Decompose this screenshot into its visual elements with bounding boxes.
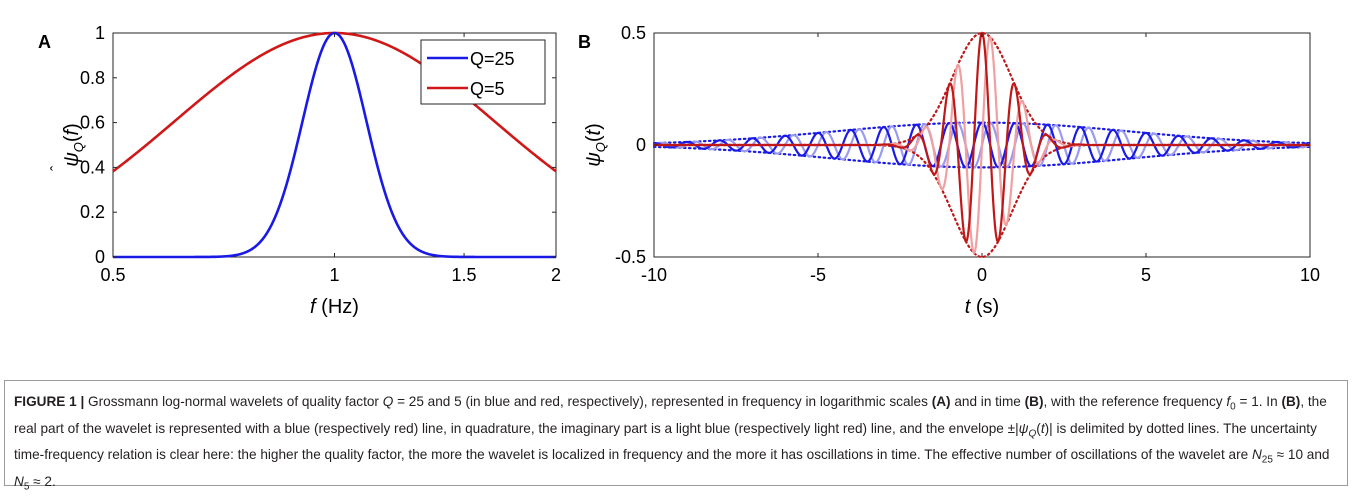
caption-segment: 0	[1230, 401, 1236, 413]
y-axis-label-b: ψQ(t)	[583, 123, 608, 167]
panel-a-ticks: 0.5 1 1.5 2 0 0.2 0.4 0.6 0.8 1	[80, 23, 561, 285]
caption-segment: N	[1251, 447, 1262, 463]
figure-canvas: A 0.5 1 1.5 2 0 0.2 0.4 0.6 0.8 1 Q=25 Q=5 f (Hz)…	[38, 23, 1320, 318]
x-axis-label-a: f (Hz)	[310, 296, 359, 318]
x-tick-label-b: 0	[977, 265, 987, 285]
caption-segment: = 25 and 5 (in blue and red, respectivel…	[393, 394, 932, 409]
panel-b-y-axis-label: ψQ(t)	[583, 123, 608, 167]
y-tick-label-a: 0.4	[80, 157, 105, 177]
y-tick-label-a: 1	[95, 23, 105, 43]
y-tick-label-a: 0.2	[80, 202, 105, 222]
x-tick-label-b: 10	[1300, 265, 1320, 285]
caption-segment: Grossmann log-normal wavelets of quality…	[84, 394, 383, 409]
x-tick-label-b: -10	[641, 265, 667, 285]
caption-figure-label: FIGURE 1 |	[14, 394, 85, 409]
x-tick-label-a: 1	[329, 265, 339, 285]
legend-entry-q5: Q=5	[470, 79, 505, 99]
y-tick-label-b: -0.5	[615, 247, 646, 267]
envelope-q25-lower	[652, 145, 1312, 169]
x-tick-label-a: 0.5	[100, 265, 125, 285]
caption-frame	[4, 380, 1348, 486]
y-tick-label-a: 0.6	[80, 113, 105, 133]
caption-segment: t	[1040, 420, 1045, 436]
figure-caption: FIGURE 1 | Grossmann log-normal wavelets…	[14, 391, 1340, 498]
caption-segment: (A)	[931, 394, 951, 409]
caption-segment: Q	[1028, 428, 1037, 440]
panel-a-y-axis-label: ψQ(f) ˆ	[49, 123, 86, 171]
caption-segment: N	[14, 474, 24, 490]
panel-b-ticks: -10 -5 0 5 10 -0.5 0 0.5	[615, 23, 1320, 285]
caption-body: Grossmann log-normal wavelets of quality…	[14, 394, 1330, 493]
x-tick-label-a: 2	[551, 265, 561, 285]
caption-segment: 25	[1261, 455, 1273, 467]
panel-b-curves	[652, 31, 1312, 259]
caption-segment: ≈ 10 and	[1272, 447, 1330, 463]
x-tick-label-b: -5	[810, 265, 826, 285]
caption-segment: (	[1036, 420, 1041, 436]
caption-segment: (B)	[1281, 394, 1301, 409]
x-tick-label-a: 1.5	[452, 265, 477, 285]
caption-segment: 5	[23, 481, 30, 493]
caption-segment: )| is delimited by dotted lines. The unc…	[14, 420, 1317, 463]
legend-box	[420, 39, 546, 105]
panel-a-x-axis-label: f (Hz)	[310, 296, 359, 318]
legend-entry-q25: Q=25	[470, 49, 515, 69]
panel-b-label: B	[578, 32, 591, 52]
y-tick-label-a: 0	[95, 247, 105, 267]
caption-segment: = 1. In	[1235, 394, 1282, 409]
panel-b-x-axis-label: t (s)	[965, 296, 999, 318]
caption-segment: Q	[382, 394, 394, 409]
caption-segment: , with the reference frequency	[1043, 394, 1227, 409]
y-tick-label-b: 0.5	[621, 23, 646, 43]
caption-segment: and in time	[950, 394, 1025, 409]
caption-segment: ψ	[1018, 420, 1029, 436]
caption-segment: f	[1226, 394, 1231, 409]
x-tick-label-b: 5	[1141, 265, 1151, 285]
y-axis-label-a-hat: ˆ	[49, 165, 66, 171]
y-axis-label-a: ψQ(f)	[61, 123, 86, 167]
caption-segment: , the real part of the wavelet is repres…	[14, 394, 1327, 436]
panel-a: A 0.5 1 1.5 2 0 0.2 0.4 0.6 0.8 1 Q=25 Q=5 f (Hz)…	[38, 23, 561, 318]
panel-b: B -10 -5 0 5 10 -0.5 0 0.5 t (s) ψQ(t)	[578, 23, 1320, 318]
panel-a-legend: Q=25 Q=5	[420, 39, 546, 105]
y-tick-label-a: 0.8	[80, 68, 105, 88]
panel-a-label: A	[38, 32, 51, 52]
y-tick-label-b: 0	[636, 135, 646, 155]
x-axis-label-b: t (s)	[965, 296, 999, 318]
caption-segment: ≈ 2.	[29, 474, 56, 490]
caption-segment: (B)	[1024, 394, 1044, 409]
